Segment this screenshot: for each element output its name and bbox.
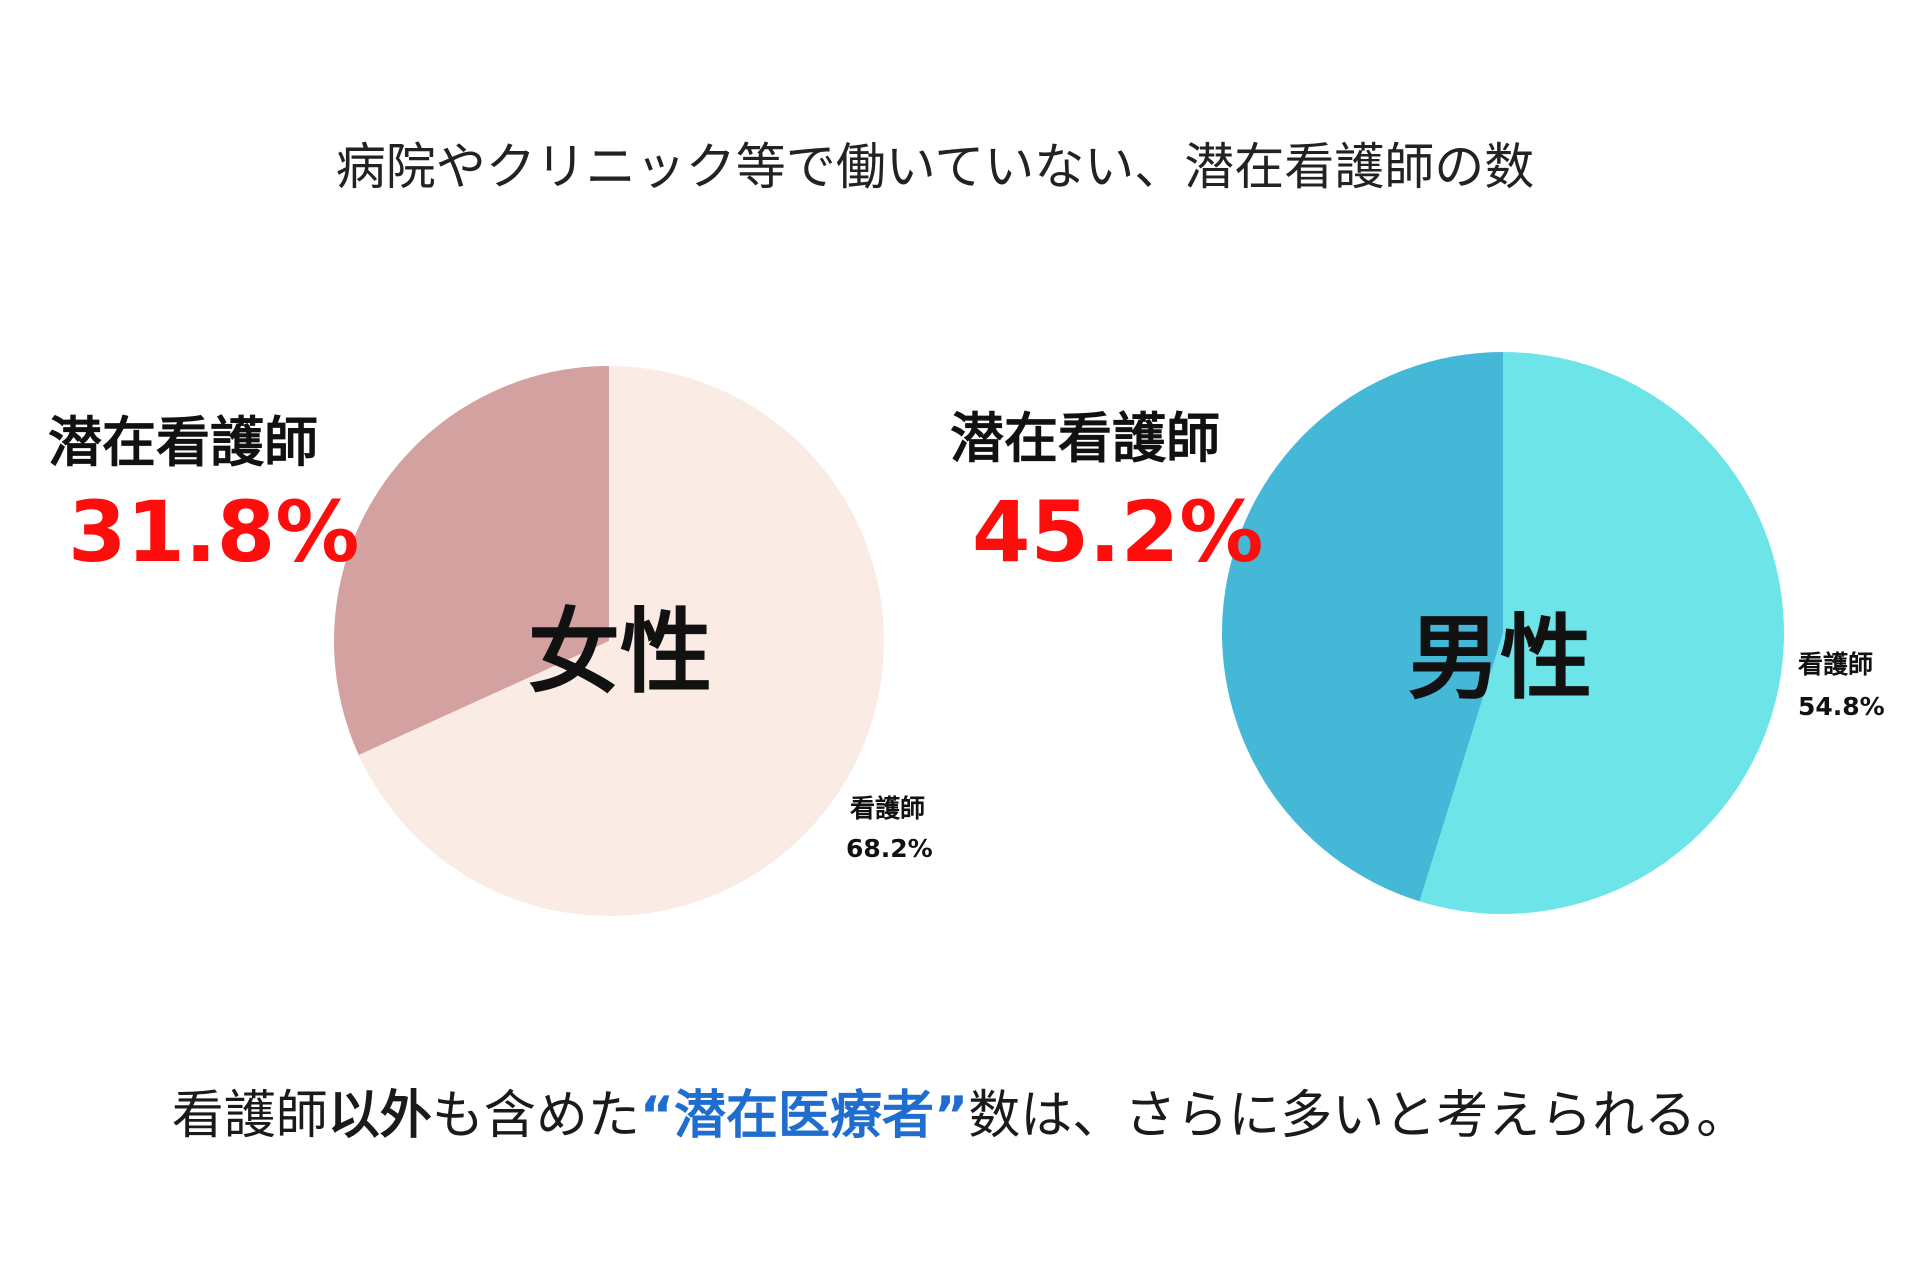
female-latent-label: 潜在看護師 <box>48 411 318 474</box>
footer-part-nurse: 看護師 <box>171 1086 328 1146</box>
male-center-label: 男性 <box>1407 605 1592 712</box>
male-latent-percentage: 45.2% <box>972 483 1264 581</box>
male-pie-chart <box>1221 352 1784 914</box>
footer-part-including: も含めた <box>431 1086 640 1146</box>
footer-note: 看護師以外も含めた“潜在医療者”数は、さらに多いと考えられる。 <box>0 1080 1920 1152</box>
female-nurse-label: 看護師 <box>850 794 926 823</box>
footer-part-latent-medical: “潜在医療者” <box>639 1086 969 1146</box>
male-nurse-slice <box>1419 352 1784 914</box>
page-title: 病院やクリニック等で働いていない、潜在看護師の数 <box>335 138 1535 196</box>
footer-part-conclusion: 数は、さらに多いと考えられる。 <box>968 1086 1749 1146</box>
female-latent-percentage: 31.8% <box>68 483 360 581</box>
male-nurse-label: 看護師 <box>1798 650 1874 679</box>
female-center-label: 女性 <box>527 599 712 706</box>
female-nurse-slice <box>358 366 884 916</box>
female-nurse-percentage: 68.2% <box>846 834 933 863</box>
footer-part-other-than: 以外 <box>327 1086 432 1146</box>
female-latent-slice <box>334 366 609 755</box>
female-pie-chart <box>334 366 884 916</box>
male-nurse-percentage: 54.8% <box>1798 692 1885 721</box>
male-latent-slice <box>1221 352 1503 902</box>
male-latent-label: 潜在看護師 <box>950 407 1220 470</box>
